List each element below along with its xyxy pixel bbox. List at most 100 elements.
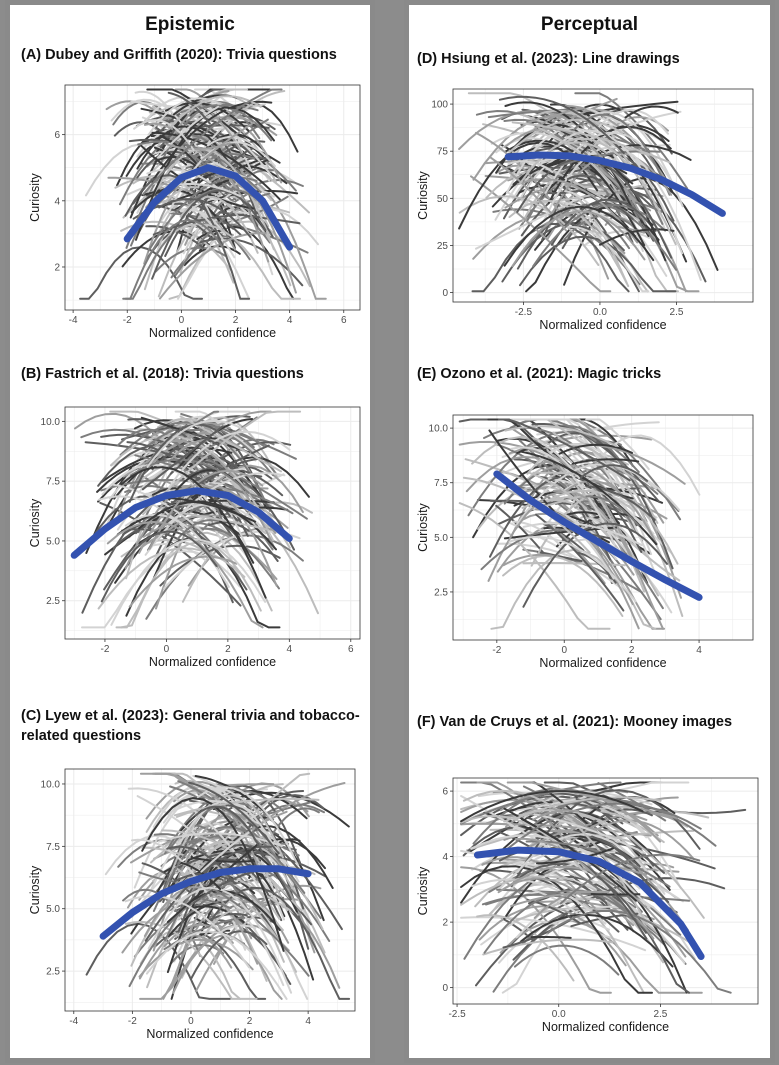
participant-curve — [514, 837, 596, 877]
participant-curve — [537, 470, 681, 539]
participant-curve — [559, 853, 701, 905]
participant-curve — [206, 136, 251, 147]
participant-curve — [511, 121, 671, 164]
participant-curve — [498, 95, 625, 155]
participant-curve — [200, 121, 255, 162]
x-axis-label-d: Normalized confidence — [539, 318, 666, 332]
x-tick-label: -2 — [492, 645, 501, 656]
y-tick-label: 7.5 — [434, 478, 448, 489]
panel-d-chart: -2.5 0.0 2.5 0 25 50 75 100 Normalized confidenc… — [416, 88, 754, 332]
group-fit-line-e — [493, 470, 703, 601]
participant-curve — [547, 125, 672, 205]
y-tick-label: 50 — [437, 194, 449, 205]
participant-curve — [212, 886, 351, 1000]
participant-curve — [124, 895, 250, 969]
participant-curve — [471, 878, 607, 925]
participant-curve — [143, 122, 174, 130]
participant-curve — [534, 107, 585, 130]
y-tick-label: 2 — [442, 918, 448, 929]
participant-curve — [115, 541, 262, 629]
x-tick-label: 0.0 — [593, 307, 607, 318]
participant-curve — [213, 903, 341, 989]
participant-curve — [183, 152, 256, 160]
participant-curve — [507, 160, 554, 173]
participant-curve — [200, 829, 253, 873]
participant-curve — [122, 219, 224, 300]
y-axis-label-e: Curiosity — [416, 502, 430, 551]
x-tick-label: 6 — [341, 315, 347, 326]
participant-curve — [121, 425, 174, 441]
participant-curve — [169, 943, 225, 965]
participant-curve — [538, 790, 653, 806]
group-fit-line-c — [99, 865, 312, 940]
participant-curve — [495, 504, 545, 554]
participant-curve — [585, 495, 640, 527]
participant-curve — [563, 479, 658, 545]
participant-curve — [499, 919, 703, 994]
participant-curve — [471, 222, 630, 293]
participant-curve — [107, 176, 207, 199]
participant-curve — [166, 502, 271, 537]
y-tick-label: 2.5 — [46, 967, 60, 978]
y-tick-label: 5.0 — [434, 533, 448, 544]
participant-curve — [502, 554, 624, 617]
participant-curve — [156, 204, 223, 237]
participant-curve — [205, 912, 248, 922]
participant-curve — [192, 432, 220, 446]
individual-curves-f — [460, 781, 747, 994]
y-tick-label: 100 — [431, 100, 448, 111]
participant-curve — [190, 856, 255, 863]
participant-curve — [147, 97, 229, 136]
participant-curve — [100, 530, 218, 603]
participant-curve — [528, 472, 588, 510]
group-fit-line-d — [504, 151, 726, 217]
participant-curve — [581, 198, 648, 222]
participant-curve — [497, 877, 596, 909]
participant-curve — [460, 865, 653, 994]
participant-curve — [460, 781, 622, 825]
participant-curve — [531, 443, 686, 485]
x-axis-label-b: Normalized confidence — [149, 655, 276, 669]
participant-curve — [530, 936, 572, 939]
participant-curve — [169, 785, 322, 920]
x-tick-label: 2.5 — [653, 1009, 667, 1020]
participant-curve — [182, 890, 281, 931]
participant-curve — [513, 944, 620, 976]
y-axis-label-f: Curiosity — [416, 866, 430, 915]
participant-curve — [525, 840, 671, 888]
participant-curve — [173, 789, 261, 872]
y-tick-label: 5.0 — [46, 904, 60, 915]
participant-curve — [153, 929, 267, 1000]
panel-b-chart: -2 0 2 4 6 2.5 5.0 7.5 10.0 Normalized confidence… — [28, 406, 361, 669]
y-tick-label: 7.5 — [46, 842, 60, 853]
x-tick-label: 0 — [179, 315, 185, 326]
participant-curve — [144, 472, 286, 556]
y-tick-label: 75 — [437, 147, 449, 158]
participant-curve — [116, 509, 243, 537]
participant-curve — [552, 431, 609, 482]
panel-a-chart: -4 -2 0 2 4 6 2 4 6 Normalized confidence Curiosit… — [28, 84, 361, 340]
participant-curve — [539, 810, 655, 867]
y-axis-label-c: Curiosity — [28, 865, 42, 914]
x-tick-label: 2 — [247, 1016, 253, 1027]
participant-curve — [163, 794, 284, 893]
participant-curve — [548, 419, 636, 481]
x-tick-label: -4 — [69, 1016, 78, 1027]
x-tick-label: -4 — [69, 315, 78, 326]
participant-curve — [145, 930, 288, 1000]
panel-d-title: (D) Hsiung et al. (2023): Line drawings — [417, 51, 680, 67]
participant-curve — [142, 410, 302, 516]
participant-curve — [482, 938, 614, 956]
participant-curve — [538, 127, 612, 184]
participant-curve — [146, 168, 225, 194]
participant-curve — [562, 864, 628, 913]
participant-curve — [120, 466, 267, 599]
group-fit-line-f — [473, 846, 705, 960]
participant-curve — [514, 796, 662, 820]
participant-curve — [231, 783, 284, 808]
x-tick-label: 0.0 — [552, 1009, 566, 1020]
participant-curve — [532, 204, 667, 268]
x-tick-label: 2 — [225, 644, 231, 655]
participant-curve — [503, 205, 655, 267]
participant-curve — [200, 897, 232, 910]
